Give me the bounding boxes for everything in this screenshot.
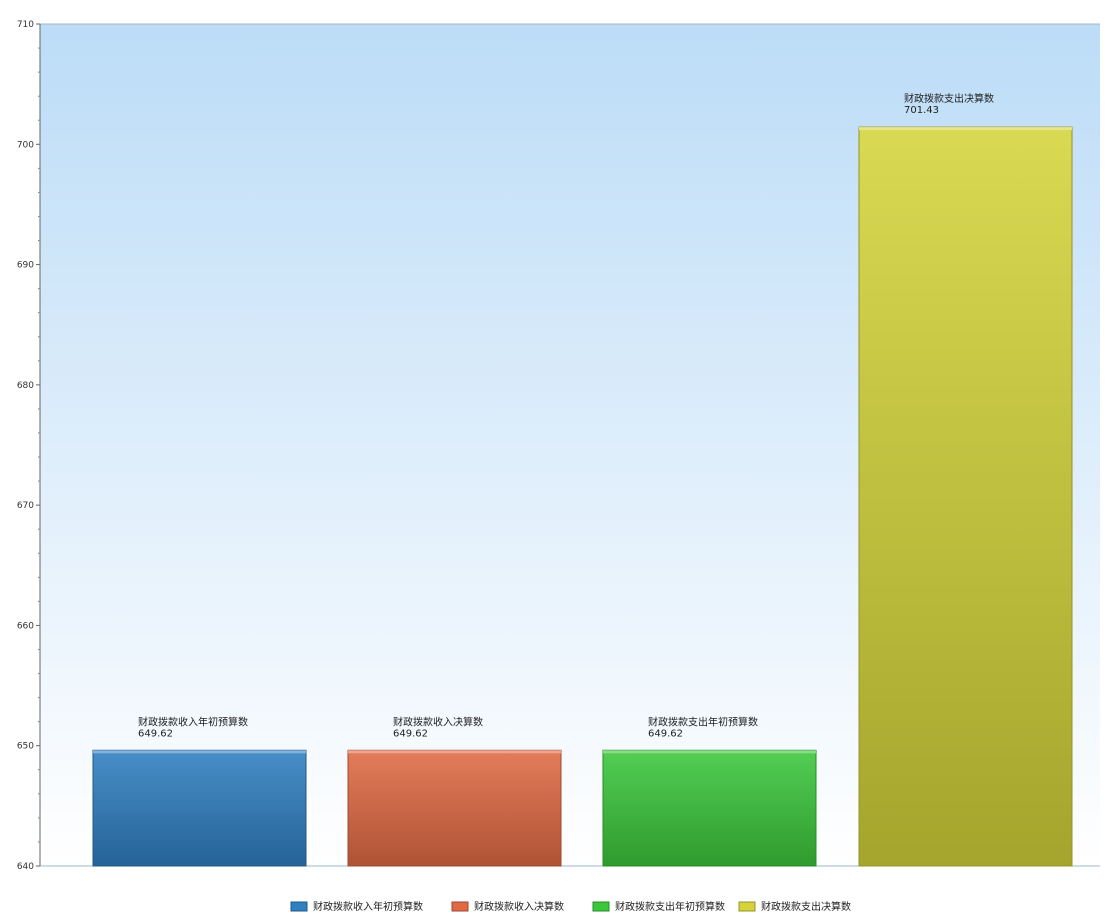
bar-1[interactable] [92,749,307,867]
legend-label[interactable]: 财政拨款支出决算数 [761,900,851,913]
bars [92,126,1073,867]
data-label-name: 财政拨款收入决算数 [393,715,483,728]
bar-4[interactable] [858,126,1073,867]
y-tick-label: 690 [17,261,34,271]
legend-label[interactable]: 财政拨款支出年初预算数 [615,900,725,913]
data-label-name: 财政拨款收入年初预算数 [138,715,248,728]
bar-highlight [859,127,1072,131]
legend-swatch[interactable] [290,901,308,912]
legend-label[interactable]: 财政拨款收入年初预算数 [313,900,423,913]
data-label-value: 649.62 [648,728,683,739]
legend-swatch[interactable] [451,901,469,912]
data-label-value: 701.43 [904,105,939,116]
data-label-value: 649.62 [138,728,173,739]
legend-swatch[interactable] [592,901,610,912]
bar-highlight [93,750,306,754]
bar-3[interactable] [602,749,817,867]
y-tick-label: 700 [17,140,34,150]
y-axis: 640 650 660 670 680 690 700 710 [17,20,40,872]
legend-swatch[interactable] [738,901,756,912]
legend-label[interactable]: 财政拨款收入决算数 [474,900,564,913]
y-tick-label: 640 [17,862,34,872]
bar-highlight [348,750,561,754]
bar-2[interactable] [347,749,562,867]
y-tick-label: 660 [17,621,34,631]
data-label-name: 财政拨款支出决算数 [904,92,994,105]
bar-highlight [603,750,816,754]
legend: 财政拨款收入年初预算数 财政拨款收入决算数 财政拨款支出年初预算数 财政拨款支出决算数 [290,900,851,913]
data-label-name: 财政拨款支出年初预算数 [648,715,758,728]
y-tick-label: 680 [17,381,34,391]
y-tick-label: 710 [17,20,34,30]
data-labels: 财政拨款收入年初预算数649.62财政拨款收入决算数649.62财政拨款支出年初… [138,92,994,739]
y-tick-label: 670 [17,501,34,511]
data-label-value: 649.62 [393,728,428,739]
y-tick-label: 650 [17,742,34,752]
